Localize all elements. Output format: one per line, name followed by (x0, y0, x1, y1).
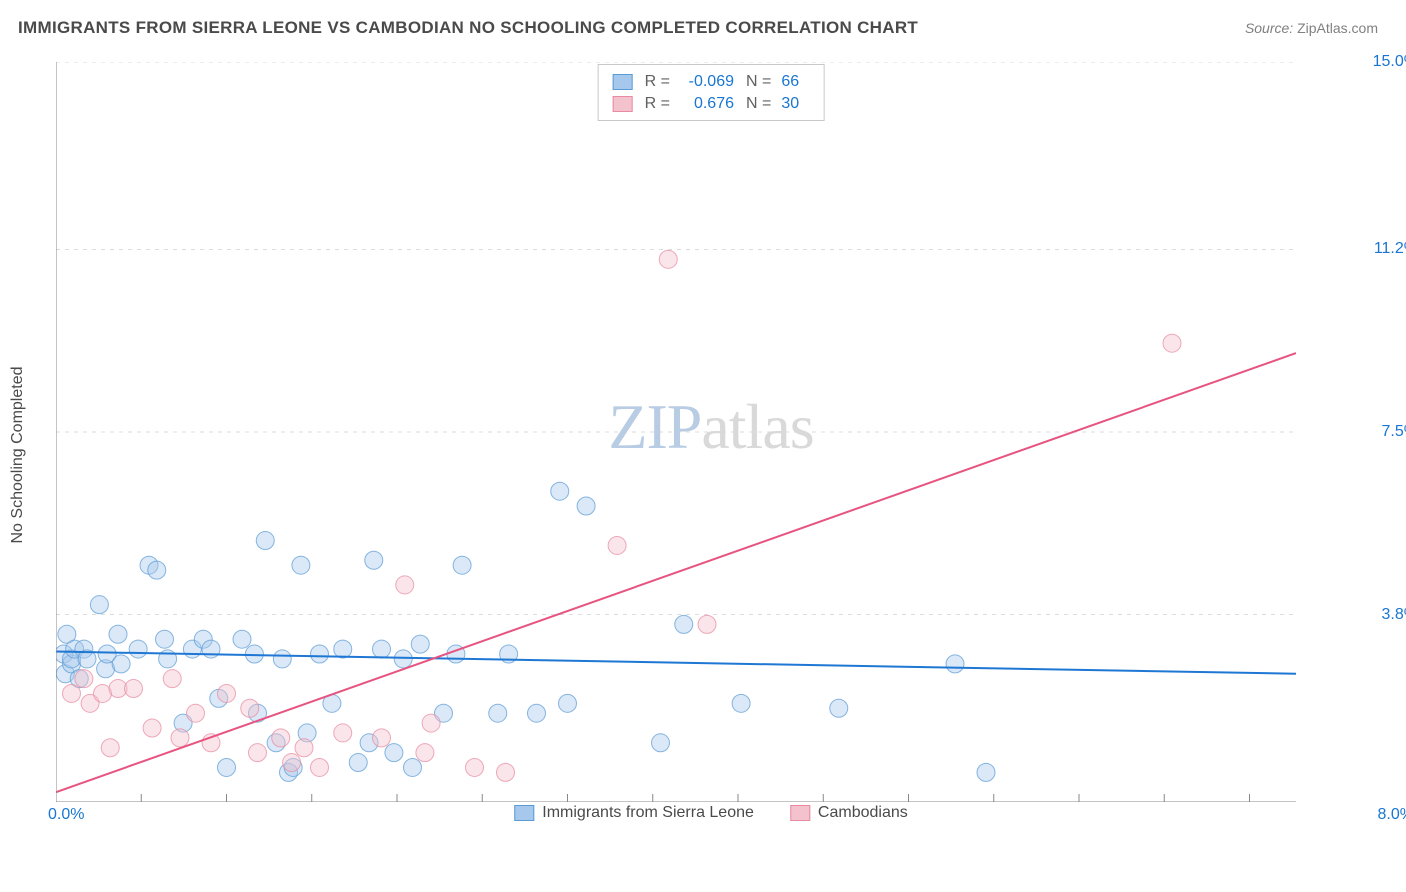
swatch-series-a (613, 74, 633, 90)
r-value: -0.069 (680, 71, 734, 93)
legend-stats-row: R = -0.069 N = 66 (613, 71, 810, 93)
chart-area: ZIPatlas R = -0.069 N = 66 R = 0.676 N =… (56, 62, 1366, 822)
r-label: R = (645, 71, 670, 93)
y-tick-label: 7.5% (1382, 423, 1406, 441)
legend-item: Cambodians (790, 804, 908, 822)
x-axis-max-label: 8.0% (1378, 806, 1406, 824)
source-label: Source: (1245, 20, 1293, 36)
swatch-series-a (514, 805, 534, 821)
x-axis-min-label: 0.0% (48, 806, 84, 824)
r-label: R = (645, 93, 670, 115)
legend-stats-box: R = -0.069 N = 66 R = 0.676 N = 30 (598, 64, 825, 121)
n-value: 66 (781, 71, 809, 93)
legend-stats-row: R = 0.676 N = 30 (613, 93, 810, 115)
legend-label: Immigrants from Sierra Leone (542, 804, 754, 822)
legend-label: Cambodians (818, 804, 908, 822)
swatch-series-b (790, 805, 810, 821)
y-tick-label: 11.2% (1374, 240, 1406, 258)
source-value: ZipAtlas.com (1297, 20, 1378, 36)
r-value: 0.676 (680, 93, 734, 115)
swatch-series-b (613, 96, 633, 112)
chart-title: IMMIGRANTS FROM SIERRA LEONE VS CAMBODIA… (18, 18, 918, 38)
source-attribution: Source: ZipAtlas.com (1245, 20, 1378, 36)
legend-series-box: Immigrants from Sierra Leone Cambodians (514, 804, 907, 822)
y-tick-label: 3.8% (1382, 606, 1406, 624)
legend-item: Immigrants from Sierra Leone (514, 804, 754, 822)
y-axis-label: No Schooling Completed (9, 367, 27, 544)
scatter-chart-svg (56, 62, 1296, 802)
n-label: N = (746, 93, 771, 115)
n-label: N = (746, 71, 771, 93)
y-tick-label: 15.0% (1373, 53, 1406, 71)
n-value: 30 (781, 93, 809, 115)
